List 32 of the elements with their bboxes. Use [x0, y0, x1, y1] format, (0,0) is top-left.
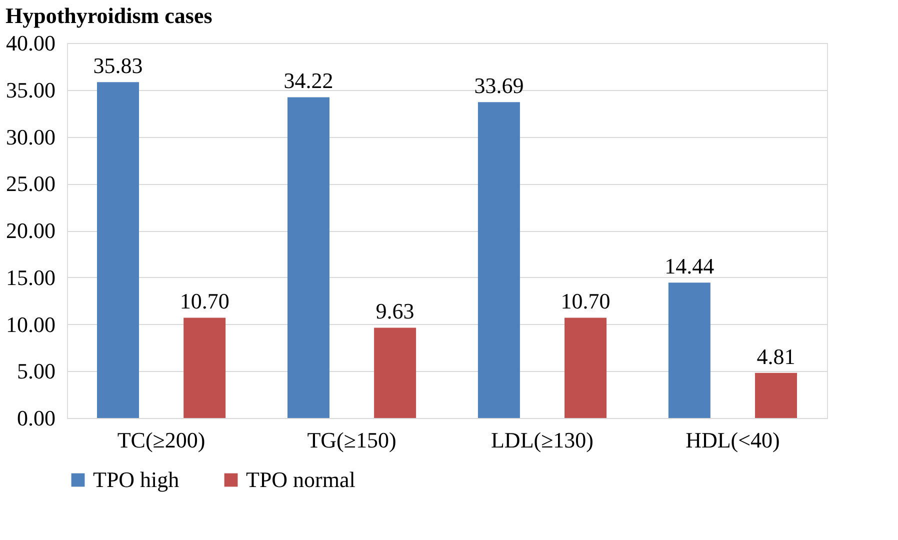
bar: [478, 102, 520, 418]
x-tick-label: LDL(≥130): [490, 428, 594, 452]
bar: [564, 318, 607, 418]
y-tick-label: 40.00: [6, 30, 56, 56]
y-tick-label: 0.00: [17, 406, 56, 430]
bar: [668, 282, 710, 418]
bar: [287, 97, 330, 418]
data-label: 35.83: [93, 53, 143, 78]
y-tick-label: 15.00: [6, 264, 56, 290]
legend-label: TPO normal: [246, 467, 356, 492]
y-tick-label: 30.00: [6, 124, 56, 150]
data-label: 9.63: [376, 298, 414, 324]
y-tick-label: 25.00: [6, 171, 56, 196]
y-tick-label: 5.00: [17, 358, 56, 384]
chart-title: Hypothyroidism cases: [6, 3, 213, 28]
data-label: 14.44: [664, 254, 714, 279]
x-tick-label: HDL(<40): [686, 428, 780, 452]
bar: [184, 318, 226, 418]
bar: [96, 82, 139, 418]
data-label: 4.81: [756, 344, 796, 369]
x-tick-label: TC(≥200): [117, 428, 206, 452]
y-tick-label: 20.00: [6, 218, 56, 243]
bar: [755, 372, 798, 418]
legend-label: TPO high: [93, 467, 180, 492]
data-label: 10.70: [560, 288, 610, 314]
data-label: 34.22: [284, 68, 334, 94]
bar: [374, 328, 416, 418]
data-label: 33.69: [474, 73, 524, 98]
x-tick-label: TG(≥150): [307, 428, 396, 452]
data-label: 10.70: [180, 288, 230, 314]
y-tick-label: 10.00: [6, 312, 56, 337]
y-tick-label: 35.00: [6, 77, 56, 102]
